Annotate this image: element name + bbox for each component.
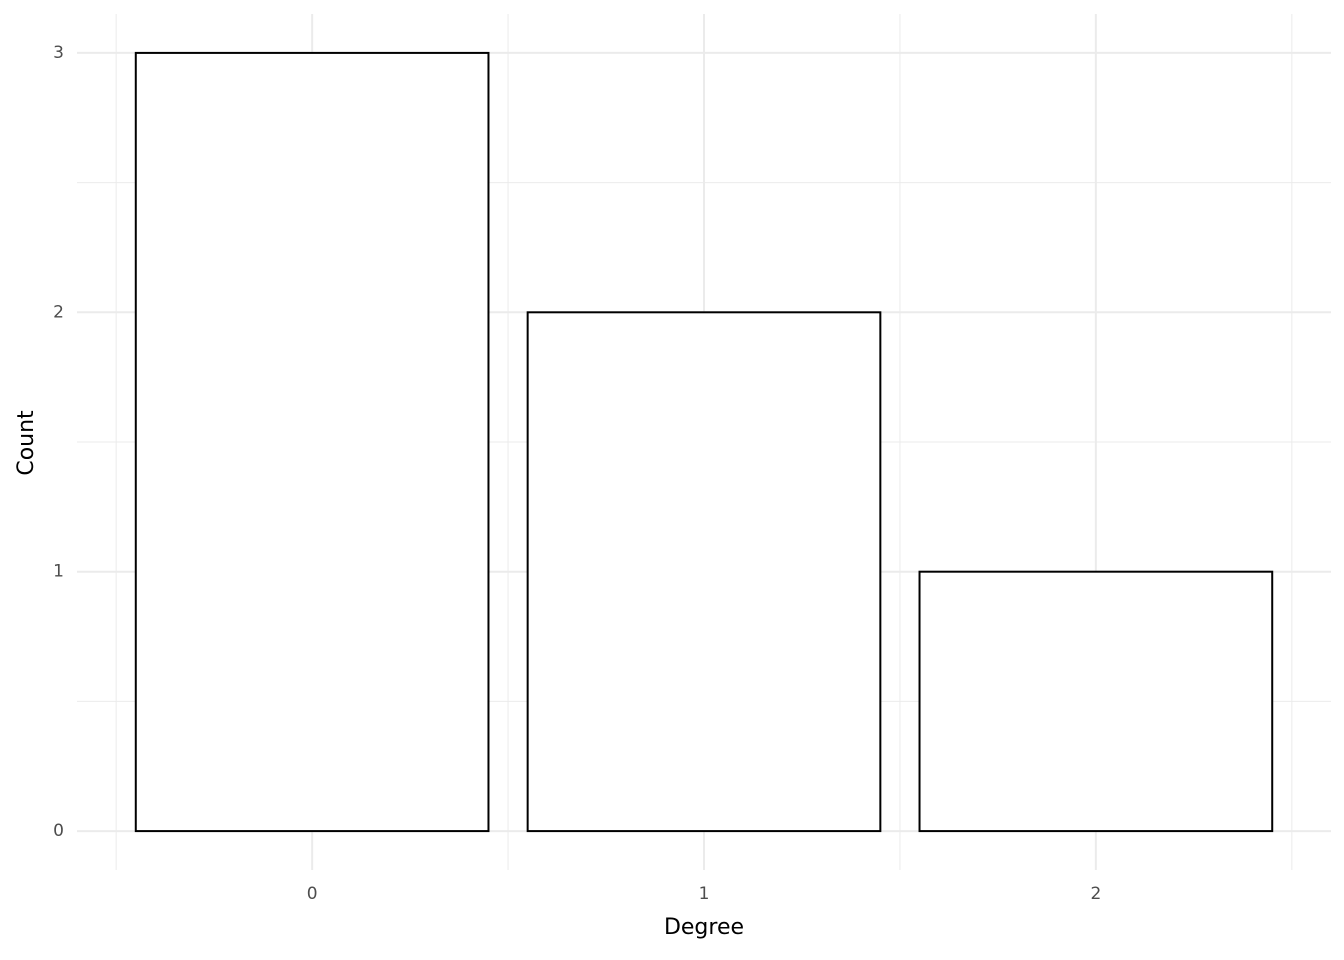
x-tick-label: 2 bbox=[1090, 884, 1101, 904]
bar bbox=[526, 311, 882, 833]
x-axis-title: Degree bbox=[664, 915, 744, 940]
y-tick-label: 2 bbox=[53, 302, 64, 322]
x-tick-label: 0 bbox=[307, 884, 318, 904]
y-tick-label: 0 bbox=[53, 821, 64, 841]
y-axis-title: Count bbox=[14, 410, 39, 476]
y-tick-label: 3 bbox=[53, 43, 64, 63]
y-tick-label: 1 bbox=[53, 562, 64, 582]
x-tick-label: 1 bbox=[699, 884, 710, 904]
bar bbox=[134, 51, 490, 833]
bar bbox=[918, 570, 1274, 833]
